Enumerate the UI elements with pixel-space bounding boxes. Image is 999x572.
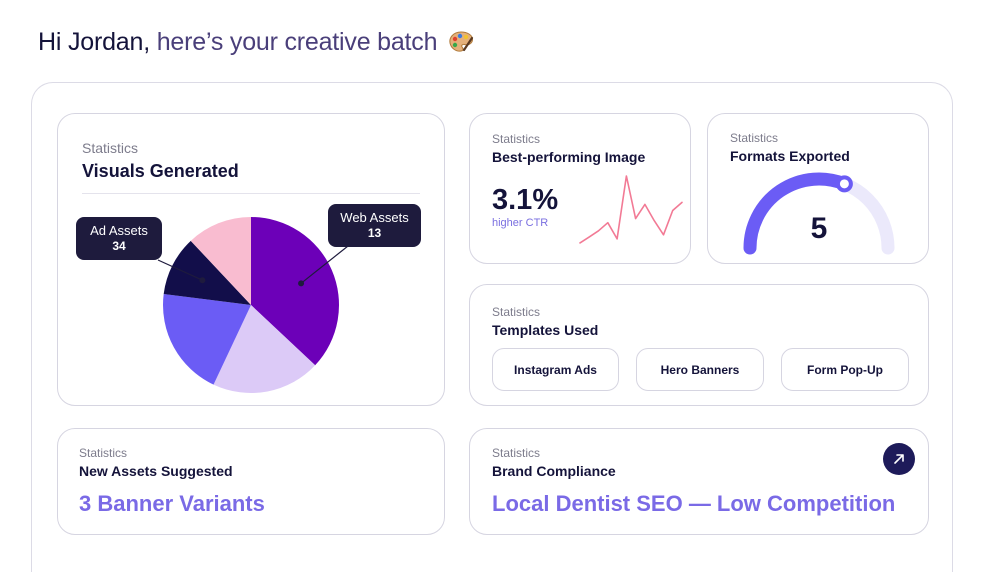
template-instagram-ads-button[interactable]: Instagram Ads: [492, 348, 619, 391]
card-eyebrow: Statistics: [79, 446, 128, 460]
visuals-generated-card: Statistics Visuals Generated Ad Assets 3…: [57, 113, 445, 406]
callout-leader-line: [157, 259, 203, 281]
card-title: Formats Exported: [730, 148, 850, 164]
gauge-value: 5: [810, 212, 828, 245]
formats-gauge: [743, 172, 895, 255]
brand-compliance-value: Local Dentist SEO — Low Competition: [492, 491, 896, 516]
best-performing-image-card: Statistics Best-performing Image 3.1% hi…: [469, 113, 691, 264]
open-details-button[interactable]: [883, 443, 915, 475]
ad-assets-callout: Ad Assets 34: [76, 217, 162, 260]
template-form-popup-button[interactable]: Form Pop-Up: [781, 348, 909, 391]
callout-dot: [199, 277, 206, 284]
greeting-message: here’s your creative batch: [156, 28, 438, 56]
pie-slice: [190, 217, 251, 305]
card-eyebrow: Statistics: [82, 140, 139, 156]
arrow-up-right-icon: [894, 454, 904, 464]
template-list: Instagram Ads Hero Banners Form Pop-Up: [492, 348, 909, 391]
callout-label: Web Assets: [340, 210, 409, 225]
brand-compliance-card: Statistics Brand Compliance Local Dentis…: [469, 428, 929, 535]
callout-value: 34: [112, 239, 126, 253]
callout-label: Ad Assets: [90, 223, 148, 238]
new-assets-suggested-card: Statistics New Assets Suggested 3 Banner…: [57, 428, 445, 535]
gauge-knob: [835, 175, 853, 193]
callout-dot: [298, 280, 305, 287]
card-eyebrow: Statistics: [492, 132, 541, 146]
ctr-caption: higher CTR: [492, 217, 549, 229]
page-greeting: Hi Jordan, here’s your creative batch: [38, 28, 474, 61]
card-title: Templates Used: [492, 322, 599, 338]
web-assets-callout: Web Assets 13: [328, 204, 421, 247]
template-hero-banners-button[interactable]: Hero Banners: [636, 348, 764, 391]
callout-leader-line: [300, 245, 349, 284]
sparkline-series: [579, 175, 683, 244]
pie-slice: [213, 305, 316, 393]
greeting-name: Hi Jordan,: [38, 28, 150, 56]
formats-exported-card: Statistics Formats Exported 5: [707, 113, 929, 264]
card-title: Visuals Generated: [82, 161, 239, 181]
card-eyebrow: Statistics: [492, 305, 541, 319]
card-eyebrow: Statistics: [730, 131, 779, 145]
card-title: New Assets Suggested: [79, 463, 233, 479]
card-title: Brand Compliance: [492, 463, 616, 479]
palette-icon: [448, 30, 474, 61]
pie-slice: [251, 217, 339, 366]
card-title: Best-performing Image: [492, 149, 646, 165]
ctr-value: 3.1%: [492, 184, 559, 216]
pie-chart: [157, 217, 349, 393]
gauge-fill: [743, 172, 851, 255]
pie-slice: [163, 240, 251, 305]
divider: [82, 193, 420, 194]
callout-value: 13: [367, 226, 382, 240]
pie-slice: [163, 293, 251, 385]
card-eyebrow: Statistics: [492, 446, 541, 460]
dashboard-panel: [31, 82, 953, 572]
templates-used-card: Statistics Templates Used Instagram Ads …: [469, 284, 929, 406]
sparkline-chart: [579, 175, 683, 244]
suggested-assets-value: 3 Banner Variants: [79, 491, 265, 516]
